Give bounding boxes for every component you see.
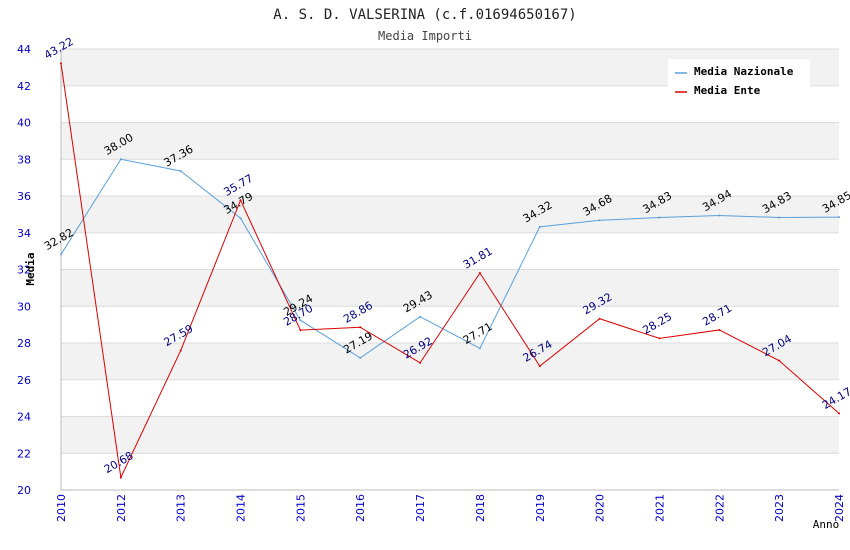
series-line-media-nazionale bbox=[60, 158, 840, 359]
data-point bbox=[838, 412, 840, 415]
data-point bbox=[718, 328, 721, 331]
data-point bbox=[718, 214, 721, 217]
x-tick-label: 2023 bbox=[773, 494, 786, 522]
data-point bbox=[299, 329, 302, 332]
data-point bbox=[838, 216, 840, 219]
chart-subtitle: Media Importi bbox=[378, 29, 472, 43]
y-tick-label: 22 bbox=[17, 447, 31, 460]
x-axis-title: Anno bbox=[813, 518, 840, 531]
y-tick-label: 20 bbox=[17, 484, 31, 497]
data-point bbox=[60, 62, 62, 65]
band bbox=[61, 379, 839, 417]
x-tick-label: 2024 bbox=[833, 494, 846, 522]
x-tick-label: 2014 bbox=[235, 494, 248, 522]
band bbox=[61, 122, 839, 160]
data-point bbox=[239, 199, 242, 202]
data-point bbox=[419, 315, 422, 318]
y-tick-label: 32 bbox=[17, 264, 31, 277]
band bbox=[61, 232, 839, 270]
y-tick-label: 34 bbox=[17, 227, 31, 240]
y-tick-label: 24 bbox=[17, 411, 31, 424]
band bbox=[61, 453, 839, 490]
series-line-media-ente bbox=[60, 63, 840, 480]
y-tick-label: 42 bbox=[17, 80, 31, 93]
y-tick-label: 28 bbox=[17, 337, 31, 350]
legend: Media Nazionale Media Ente bbox=[668, 59, 810, 105]
x-tick-label: 2020 bbox=[594, 494, 607, 522]
data-point bbox=[598, 317, 601, 320]
band bbox=[61, 343, 839, 380]
band bbox=[61, 269, 839, 307]
legend-box bbox=[668, 59, 810, 105]
data-point bbox=[658, 337, 661, 340]
data-point bbox=[119, 476, 122, 479]
data-point bbox=[538, 225, 541, 228]
x-tick-label: 2013 bbox=[175, 494, 188, 522]
data-point bbox=[658, 216, 661, 219]
data-point bbox=[598, 219, 601, 222]
data-point bbox=[239, 217, 242, 220]
data-point bbox=[478, 271, 481, 274]
series-layer bbox=[60, 62, 840, 480]
y-tick-label: 44 bbox=[17, 43, 31, 56]
y-axis-title: Media bbox=[24, 252, 37, 285]
data-point bbox=[778, 216, 781, 219]
data-point bbox=[778, 359, 781, 362]
x-tick-labels: 2010 2012 2013 2014 2015 2016 2017 2018 2019 2020… bbox=[55, 494, 846, 522]
x-tick-label: 2015 bbox=[294, 494, 307, 522]
x-tick-label: 2012 bbox=[115, 494, 128, 522]
y-tick-label: 36 bbox=[17, 190, 31, 203]
y-tick-label: 30 bbox=[17, 300, 31, 313]
x-tick-label: 2010 bbox=[55, 494, 68, 522]
data-point bbox=[179, 170, 182, 173]
chart-title: A. S. D. VALSERINA (c.f.01694650167) bbox=[273, 7, 576, 23]
band bbox=[61, 196, 839, 233]
data-point bbox=[299, 319, 302, 322]
band bbox=[61, 159, 839, 196]
legend-label-nazionale: Media Nazionale bbox=[694, 65, 794, 78]
data-point bbox=[119, 158, 122, 161]
x-tick-label: 2021 bbox=[653, 494, 666, 522]
x-tick-label: 2016 bbox=[354, 494, 367, 522]
data-point bbox=[179, 349, 182, 352]
x-tick-label: 2018 bbox=[474, 494, 487, 522]
data-point bbox=[359, 356, 362, 359]
y-tick-label: 40 bbox=[17, 117, 31, 130]
x-tick-label: 2022 bbox=[713, 494, 726, 522]
data-point bbox=[478, 347, 481, 350]
y-tick-label: 26 bbox=[17, 374, 31, 387]
data-point bbox=[419, 361, 422, 364]
data-point bbox=[359, 326, 362, 329]
y-tick-label: 38 bbox=[17, 153, 31, 166]
legend-label-ente: Media Ente bbox=[694, 84, 761, 97]
band bbox=[61, 416, 839, 454]
data-point bbox=[60, 253, 62, 256]
x-tick-label: 2019 bbox=[534, 494, 547, 522]
data-point bbox=[538, 365, 541, 368]
x-tick-label: 2017 bbox=[414, 494, 427, 522]
y-tick-labels: 20 22 24 26 28 30 32 34 36 38 40 42 44 bbox=[17, 43, 31, 497]
